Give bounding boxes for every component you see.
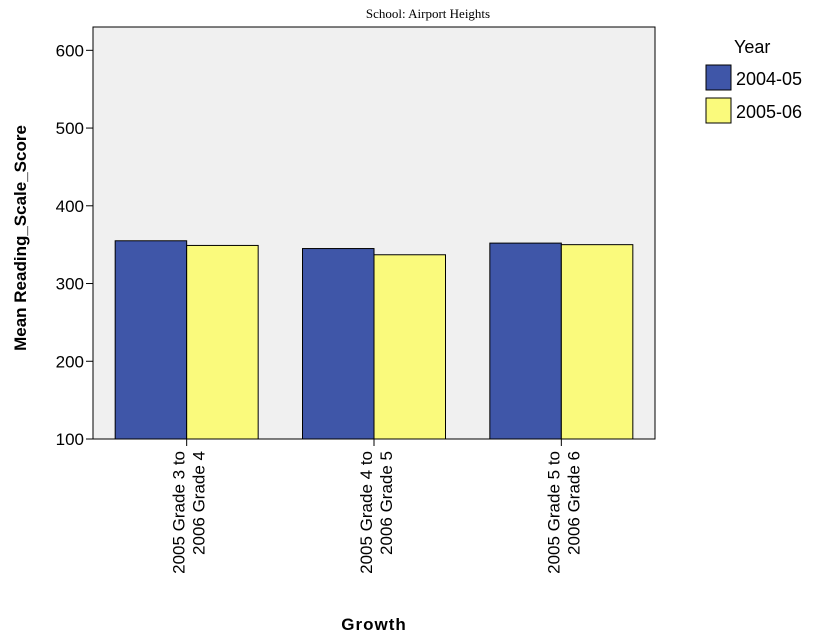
x-tick-label: 2005 Grade 4 to: [357, 451, 376, 574]
bar-2005-06-1: [186, 244, 259, 440]
y-tick-label: 600: [56, 41, 84, 60]
y-tick-label: 400: [56, 197, 84, 216]
x-tick-label: 2006 Grade 4: [190, 451, 209, 555]
legend: Year 2004-05 2005-06: [705, 37, 802, 124]
chart-title: School: Airport Heights: [366, 6, 490, 21]
bar-2005-06-2: [373, 254, 446, 440]
x-tick-label: 2006 Grade 5: [377, 451, 396, 555]
y-axis-title: Mean Reading_Scale_Score: [11, 125, 30, 351]
bar-2005-06-3: [560, 244, 634, 440]
x-axis-title: Growth: [341, 615, 407, 634]
bar-2004-05-3: [489, 242, 562, 440]
y-tick-label: 300: [56, 275, 84, 294]
x-tick-label: 2005 Grade 5 to: [544, 451, 563, 574]
legend-label: 2004-05: [736, 69, 802, 89]
x-tick-label: 2006 Grade 6: [564, 451, 583, 555]
legend-label: 2005-06: [736, 102, 802, 122]
legend-swatch-2004-05: [705, 64, 732, 91]
y-tick-label: 200: [56, 352, 84, 371]
y-tick-label: 100: [56, 430, 84, 449]
x-axis: 2005 Grade 3 to 2006 Grade 4 2005 Grade 4 …: [170, 439, 583, 574]
legend-swatch-2005-06: [705, 97, 732, 124]
bar-2004-05-2: [302, 248, 375, 440]
y-axis: 100 200 300 400 500 600: [56, 41, 93, 449]
y-tick-label: 500: [56, 119, 84, 138]
x-tick-label: 2005 Grade 3 to: [170, 451, 189, 574]
bar-2004-05-1: [114, 240, 188, 440]
bars-group: [114, 240, 634, 440]
legend-title: Year: [734, 37, 770, 57]
